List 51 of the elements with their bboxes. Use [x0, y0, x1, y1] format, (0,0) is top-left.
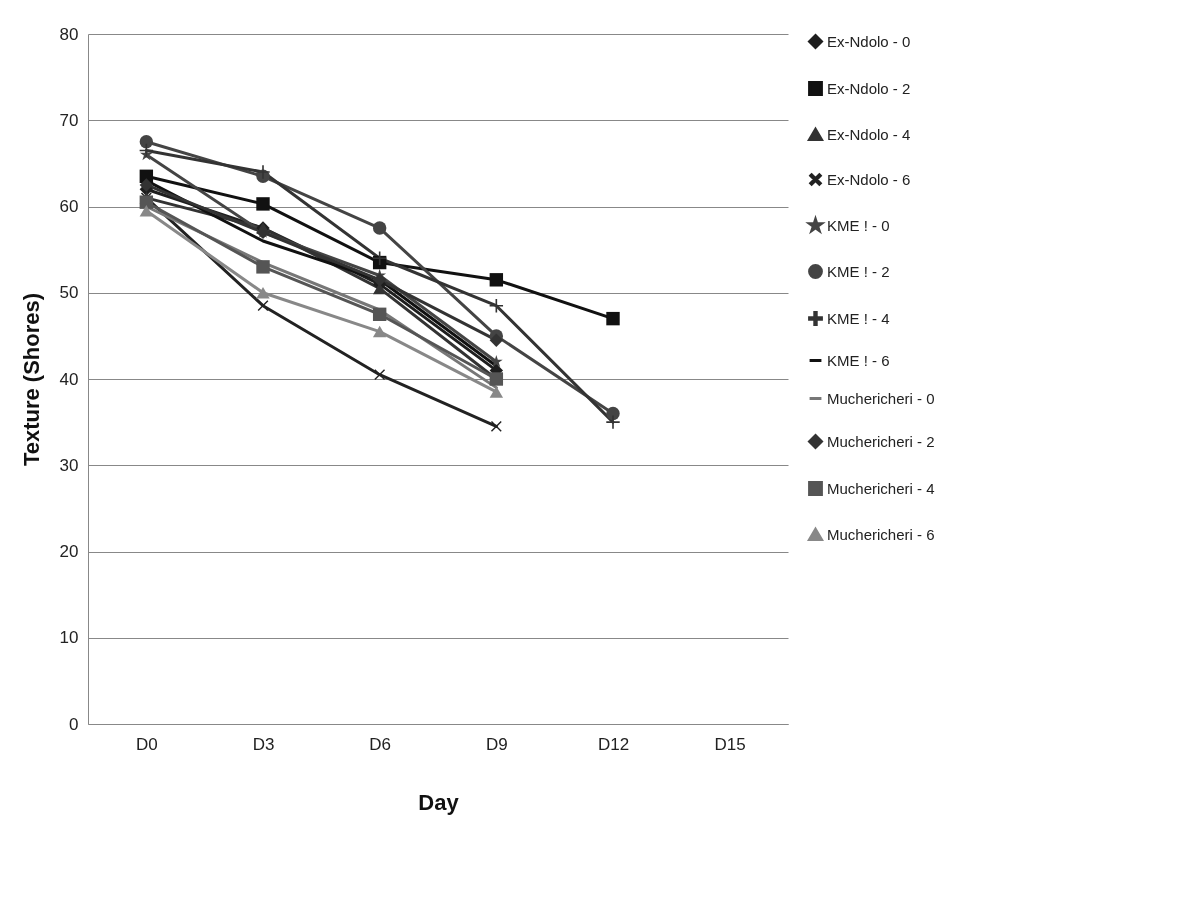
point: [139, 135, 154, 149]
legend-label: Muchericheri - 6: [827, 525, 935, 543]
point: [489, 386, 504, 398]
point: [489, 273, 504, 287]
y-tick-label: 60: [59, 197, 79, 216]
point: [374, 369, 386, 381]
legend-label: Muchericheri - 0: [827, 389, 935, 407]
legend-label: Muchericheri - 2: [827, 432, 935, 450]
point: [606, 311, 620, 326]
point: [606, 406, 620, 421]
x-axis-title: Day: [418, 789, 460, 815]
y-tick-label: 0: [69, 714, 79, 734]
legend-label: Ex-Ndolo - 0: [827, 32, 911, 50]
legend-label: Ex-Ndolo - 6: [827, 170, 911, 188]
legend-label: Ex-Ndolo - 4: [827, 125, 911, 143]
point: [256, 260, 270, 274]
x-tick-label: D0: [135, 734, 158, 754]
point: [257, 300, 269, 312]
y-tick-label: 10: [59, 628, 79, 648]
point: [490, 421, 502, 432]
point: [372, 325, 387, 338]
legend-label: Ex-Ndolo - 2: [827, 79, 911, 97]
x-tick-label: D3: [252, 734, 275, 754]
point: [372, 307, 387, 322]
x-tick-label: D12: [597, 734, 630, 754]
point: [256, 165, 270, 179]
point: [256, 286, 270, 299]
point: [256, 197, 270, 211]
point: [139, 178, 154, 192]
legend-label: Muchericheri - 4: [827, 479, 935, 497]
y-tick-label: 40: [59, 369, 79, 389]
y-tick-label: 50: [59, 283, 79, 303]
legend-label: KME ! - 6: [827, 351, 890, 369]
point: [372, 273, 387, 287]
y-tick-label: 80: [59, 24, 79, 44]
point: [139, 195, 154, 209]
x-tick-label: D6: [369, 734, 392, 754]
y-tick-label: 30: [59, 455, 79, 475]
y-tick-label: 70: [59, 110, 79, 130]
y-axis-title: Texture (Shores): [18, 292, 44, 467]
point: [372, 221, 387, 235]
y-tick-label: 20: [59, 542, 79, 561]
point: [606, 415, 620, 429]
point: [139, 205, 154, 217]
legend-label: KME ! - 4: [827, 309, 890, 327]
x-tick-label: D15: [714, 734, 746, 754]
point: [489, 355, 503, 368]
point: [489, 333, 504, 347]
legend-label: KME ! - 2: [827, 262, 890, 280]
legend-label: KME ! - 0: [827, 216, 890, 234]
x-tick-label: D9: [485, 734, 508, 754]
